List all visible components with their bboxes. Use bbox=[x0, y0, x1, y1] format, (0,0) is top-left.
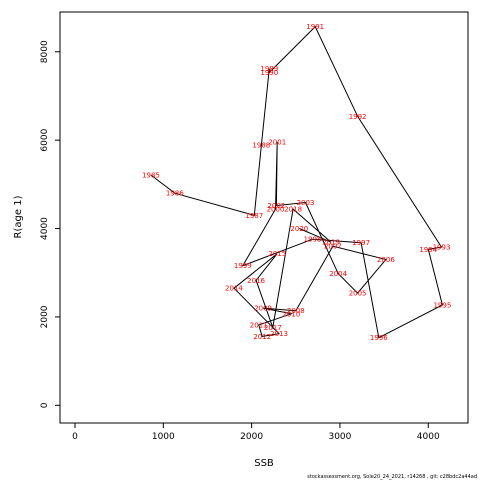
year-label: 2006 bbox=[377, 256, 395, 264]
year-label: 1990 bbox=[260, 69, 278, 77]
year-label: 1996 bbox=[370, 334, 388, 342]
year-label: 2019 bbox=[322, 239, 340, 247]
y-tick-label: 8000 bbox=[40, 40, 50, 63]
year-label: 1992 bbox=[349, 113, 367, 121]
year-label: 2008 bbox=[287, 307, 305, 315]
x-tick-label: 0 bbox=[72, 432, 78, 442]
x-tick-label: 3000 bbox=[328, 432, 351, 442]
year-label: 2012 bbox=[253, 333, 271, 341]
year-label: 1991 bbox=[306, 23, 324, 31]
year-label: 2007 bbox=[324, 243, 342, 251]
x-axis: 0 1000 2000 3000 4000 bbox=[72, 423, 440, 442]
year-label: 1998 bbox=[304, 236, 322, 244]
year-label: 2020 bbox=[290, 225, 308, 233]
series-line bbox=[150, 25, 443, 339]
year-label: 2016 bbox=[247, 277, 265, 285]
y-tick-label: 4000 bbox=[40, 217, 50, 240]
x-axis-title: SSB bbox=[254, 458, 274, 469]
y-axis: 0 2000 4000 6000 8000 bbox=[40, 40, 60, 408]
year-label: 2004 bbox=[329, 270, 347, 278]
y-tick-label: 6000 bbox=[40, 128, 50, 151]
y-tick-label: 2000 bbox=[40, 305, 50, 328]
plot-frame bbox=[59, 11, 469, 424]
year-label: 2000 bbox=[267, 206, 285, 214]
year-label: 1989 bbox=[260, 65, 278, 73]
year-label: 2005 bbox=[349, 290, 367, 298]
year-label: 1997 bbox=[352, 239, 370, 247]
footer-note: stockassessment.org, Sole20_24_2021, r14… bbox=[307, 474, 477, 480]
year-label: 1993 bbox=[433, 244, 451, 252]
year-label: 2003 bbox=[297, 199, 315, 207]
year-label: 2011 bbox=[250, 321, 268, 329]
year-label: 1987 bbox=[245, 212, 263, 220]
year-label: 2001 bbox=[268, 138, 286, 146]
y-tick-label: 0 bbox=[40, 402, 50, 408]
year-label: 1988 bbox=[252, 142, 270, 150]
year-label: 2018 bbox=[284, 206, 302, 214]
y-axis-title: R(age 1) bbox=[13, 195, 24, 238]
year-label: 1986 bbox=[166, 190, 184, 198]
year-labels: 1985198619871988198919901991199219931994… bbox=[142, 23, 451, 342]
year-label: 2002 bbox=[267, 202, 285, 210]
year-label: 1999 bbox=[234, 262, 252, 270]
year-label: 1995 bbox=[433, 302, 451, 310]
x-tick-label: 4000 bbox=[417, 432, 440, 442]
x-tick-label: 1000 bbox=[152, 432, 175, 442]
year-label: 2014 bbox=[225, 285, 243, 293]
year-label: 2009 bbox=[254, 305, 272, 313]
year-label: 2013 bbox=[270, 330, 288, 338]
x-tick-label: 2000 bbox=[240, 432, 263, 442]
year-label: 2010 bbox=[282, 310, 300, 318]
year-label: 2015 bbox=[268, 250, 286, 258]
year-label: 1985 bbox=[142, 172, 160, 180]
year-label: 2017 bbox=[264, 324, 282, 332]
year-label: 1994 bbox=[419, 246, 437, 254]
